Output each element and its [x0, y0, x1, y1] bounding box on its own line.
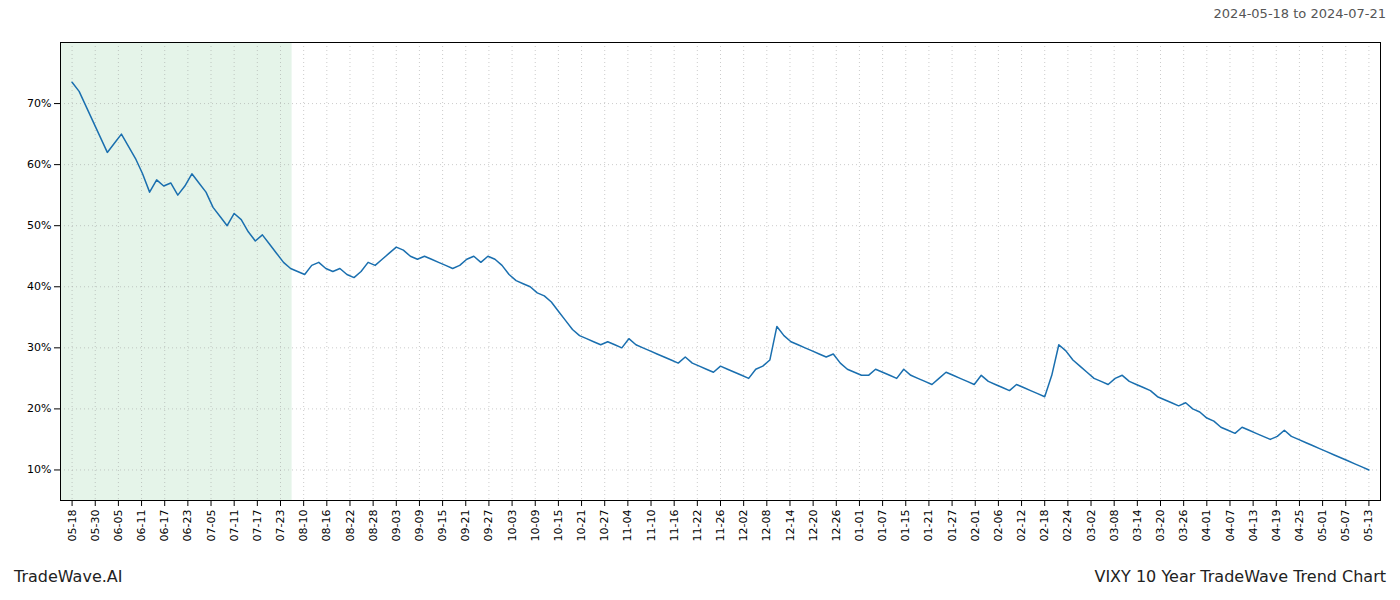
svg-text:09-15: 09-15	[436, 510, 449, 542]
svg-text:11-26: 11-26	[714, 510, 727, 542]
svg-text:60%: 60%	[27, 158, 51, 171]
svg-text:11-10: 11-10	[645, 510, 658, 542]
svg-text:10-15: 10-15	[552, 510, 565, 542]
svg-text:09-09: 09-09	[413, 510, 426, 542]
html-text:TradeWave.AI: TradeWave.AI	[14, 566, 123, 586]
svg-text:70%: 70%	[27, 97, 51, 110]
svg-text:12-26: 12-26	[830, 510, 843, 542]
svg-text:04-01: 04-01	[1200, 510, 1213, 542]
svg-text:09-03: 09-03	[390, 510, 403, 542]
svg-text:12-08: 12-08	[760, 510, 773, 542]
html-text:2024-05-18 to 2024-07-21: 2024-05-18 to 2024-07-21	[1213, 5, 1386, 21]
svg-text:03-14: 03-14	[1131, 510, 1144, 542]
svg-text:01-27: 01-27	[946, 510, 959, 542]
svg-text:04-19: 04-19	[1270, 510, 1283, 542]
svg-text:09-21: 09-21	[459, 510, 472, 542]
svg-text:07-17: 07-17	[251, 510, 264, 542]
svg-text:02-24: 02-24	[1061, 510, 1074, 542]
svg-text:20%: 20%	[27, 402, 51, 415]
svg-text:40%: 40%	[27, 280, 51, 293]
svg-text:04-13: 04-13	[1247, 510, 1260, 542]
svg-text:12-14: 12-14	[783, 510, 796, 542]
svg-text:06-11: 06-11	[135, 510, 148, 542]
svg-text:05-07: 05-07	[1339, 510, 1352, 542]
svg-text:08-10: 08-10	[297, 510, 310, 542]
svg-text:10-03: 10-03	[506, 510, 519, 542]
svg-text:10-21: 10-21	[575, 510, 588, 542]
svg-text:08-22: 08-22	[343, 510, 356, 542]
svg-text:01-07: 01-07	[876, 510, 889, 542]
svg-text:50%: 50%	[27, 219, 51, 232]
svg-text:05-18: 05-18	[66, 510, 79, 542]
svg-text:08-28: 08-28	[367, 510, 380, 542]
svg-text:07-23: 07-23	[274, 510, 287, 542]
svg-text:07-11: 07-11	[228, 510, 241, 542]
svg-text:04-25: 04-25	[1293, 510, 1306, 542]
svg-text:12-20: 12-20	[807, 510, 820, 542]
svg-text:07-05: 07-05	[205, 510, 218, 542]
svg-text:04-07: 04-07	[1223, 510, 1236, 542]
svg-text:06-17: 06-17	[158, 510, 171, 542]
svg-text:01-21: 01-21	[922, 510, 935, 542]
svg-text:10%: 10%	[27, 463, 51, 476]
svg-text:11-16: 11-16	[668, 510, 681, 542]
svg-text:02-12: 02-12	[1015, 510, 1028, 542]
svg-text:03-02: 03-02	[1085, 510, 1098, 542]
svg-text:10-27: 10-27	[598, 510, 611, 542]
html-text:VIXY 10 Year TradeWave Trend C: VIXY 10 Year TradeWave Trend Chart	[1094, 566, 1386, 586]
svg-text:02-18: 02-18	[1038, 510, 1051, 542]
svg-text:01-15: 01-15	[899, 510, 912, 542]
svg-text:09-27: 09-27	[482, 510, 495, 542]
svg-text:02-06: 02-06	[992, 510, 1005, 542]
svg-text:05-01: 05-01	[1316, 510, 1329, 542]
svg-text:01-01: 01-01	[853, 510, 866, 542]
svg-text:10-09: 10-09	[529, 510, 542, 542]
svg-text:03-26: 03-26	[1177, 510, 1190, 542]
svg-text:03-20: 03-20	[1154, 510, 1167, 542]
svg-text:30%: 30%	[27, 341, 51, 354]
svg-text:05-13: 05-13	[1362, 510, 1375, 542]
svg-text:11-22: 11-22	[691, 510, 704, 542]
svg-text:05-30: 05-30	[89, 510, 102, 542]
svg-text:02-01: 02-01	[969, 510, 982, 542]
svg-text:06-05: 06-05	[112, 510, 125, 542]
svg-text:03-08: 03-08	[1108, 510, 1121, 542]
svg-text:11-04: 11-04	[621, 510, 634, 542]
svg-text:12-02: 12-02	[737, 510, 750, 542]
svg-text:06-23: 06-23	[181, 510, 194, 542]
svg-text:08-16: 08-16	[320, 510, 333, 542]
